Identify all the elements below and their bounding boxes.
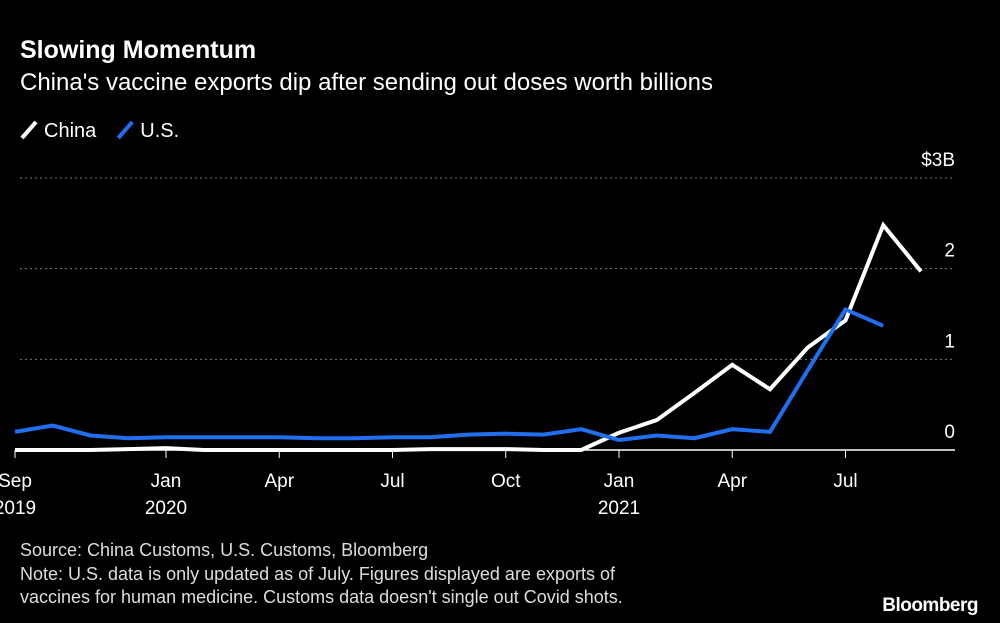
legend-label: U.S. bbox=[140, 120, 179, 142]
note-line: vaccines for human medicine. Customs dat… bbox=[20, 587, 623, 607]
x-tick-label: Jan 2021 bbox=[598, 471, 640, 519]
source: Source: China Customs, U.S. Customs, Blo… bbox=[20, 540, 428, 560]
legend-swatch bbox=[116, 120, 134, 140]
y-tick-label: 1 bbox=[944, 331, 955, 352]
y-tick-label: $3B bbox=[921, 150, 955, 171]
legend-label: China bbox=[44, 120, 97, 142]
y-tick-label: 2 bbox=[944, 241, 955, 262]
chart-title: Slowing Momentum bbox=[20, 36, 256, 64]
x-tick-label: Apr bbox=[717, 471, 747, 492]
x-tick-label: Jul bbox=[833, 471, 857, 492]
chart-subtitle: China's vaccine exports dip after sendin… bbox=[20, 69, 713, 96]
note-line: Note: U.S. data is only updated as of Ju… bbox=[20, 564, 616, 584]
x-tick-label: Apr bbox=[264, 471, 294, 492]
brand-logo: Bloomberg bbox=[882, 595, 978, 616]
y-tick-label: 0 bbox=[944, 422, 955, 443]
x-tick-label: Jul bbox=[380, 471, 404, 492]
x-tick-label: Jan 2020 bbox=[145, 471, 187, 519]
series-line bbox=[14, 306, 885, 443]
x-tick-label: Oct bbox=[491, 471, 521, 492]
x-tick-label: Sep2019 bbox=[0, 471, 36, 519]
series-line bbox=[15, 221, 923, 452]
legend-swatch bbox=[20, 120, 38, 140]
